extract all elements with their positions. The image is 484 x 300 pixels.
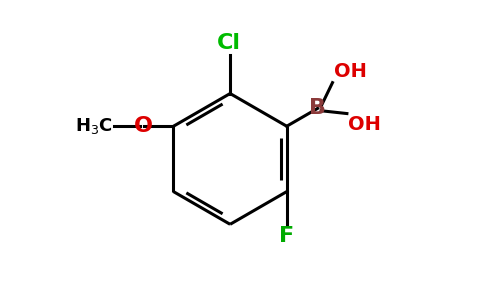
Text: F: F <box>279 226 294 246</box>
Text: OH: OH <box>334 62 367 81</box>
Text: O: O <box>134 116 153 136</box>
Text: Cl: Cl <box>217 33 241 53</box>
Text: OH: OH <box>348 115 381 134</box>
Text: B: B <box>309 98 326 118</box>
Text: H$_3$C: H$_3$C <box>75 116 113 136</box>
